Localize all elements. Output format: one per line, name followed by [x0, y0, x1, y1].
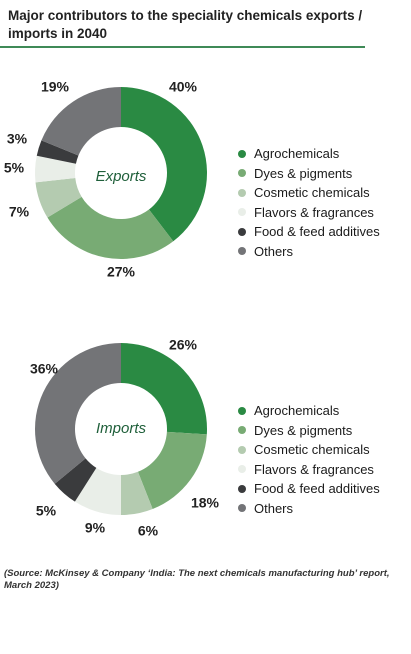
slice-percent-label: 5%	[36, 503, 57, 519]
legend-swatch-icon	[238, 445, 246, 454]
slice-percent-label: 9%	[85, 520, 106, 536]
legend-item: Flavors & fragrances	[238, 460, 380, 480]
legend-swatch-icon	[238, 426, 246, 435]
slice-percent-label: 40%	[169, 79, 198, 95]
donut-slice-others	[41, 87, 121, 156]
donut-slice-cosmetic-chemicals	[35, 177, 82, 218]
legend-label: Food & feed additives	[254, 481, 380, 496]
legend-swatch-icon	[238, 465, 246, 474]
donut-slice-dyes-pigments	[47, 196, 174, 259]
legend-item: Agrochemicals	[238, 401, 380, 421]
slice-percent-label: 6%	[138, 523, 159, 539]
donut-slice-agrochemicals	[121, 87, 208, 242]
legend-swatch-icon	[238, 247, 246, 256]
legend-item: Others	[238, 242, 380, 262]
legend-label: Cosmetic chemicals	[254, 442, 370, 457]
exports-center-label: Exports	[96, 168, 147, 185]
legend-swatch-icon	[238, 504, 246, 513]
legend-item: Others	[238, 499, 380, 519]
source-note: (Source: McKinsey & Company ‘India: The …	[4, 568, 390, 591]
legend-item: Cosmetic chemicals	[238, 183, 380, 203]
legend-item: Dyes & pigments	[238, 421, 380, 441]
legend-swatch-icon	[238, 227, 246, 236]
donut-slice-food-feed-additives	[54, 458, 97, 502]
legend-label: Flavors & fragrances	[254, 461, 374, 477]
imports-donut-chart: Imports 26% 18% 6% 9% 5% 36%	[30, 337, 220, 539]
donut-slice-agrochemicals	[121, 343, 207, 435]
imports-center-label: Imports	[96, 420, 147, 437]
exports-donut-chart: Exports 40% 27% 7% 5% 3% 19%	[4, 79, 208, 280]
legend-label: Others	[254, 243, 294, 259]
slice-percent-label: 5%	[4, 160, 25, 176]
legend-label: Flavors & fragrances	[254, 204, 374, 220]
legend-label: Agrochemicals	[254, 403, 340, 418]
legend-item: Food & feed additives	[238, 479, 380, 499]
legend-swatch-icon	[238, 484, 246, 493]
legend-swatch-icon	[238, 406, 246, 415]
donut-slice-food-feed-additives	[36, 140, 79, 164]
legend-swatch-icon	[238, 149, 246, 158]
donut-slice-others	[34, 343, 121, 484]
legend-item: Agrochemicals	[238, 144, 380, 164]
legend-item: Food & feed additives	[238, 222, 380, 242]
slice-percent-label: 19%	[41, 79, 70, 95]
slice-percent-label: 26%	[169, 337, 198, 353]
exports-legend: Agrochemicals Dyes & pigments Cosmetic che…	[238, 144, 380, 261]
legend-swatch-icon	[238, 169, 246, 178]
legend-label: Agrochemicals	[254, 146, 340, 161]
slice-percent-label: 18%	[191, 495, 220, 511]
legend-label: Cosmetic chemicals	[254, 185, 370, 200]
slice-percent-label: 27%	[107, 264, 136, 280]
slice-percent-label: 7%	[9, 204, 30, 220]
legend-label: Others	[254, 500, 294, 516]
donut-slice-dyes-pigments	[137, 431, 207, 509]
slice-percent-label: 36%	[30, 361, 59, 377]
legend-label: Dyes & pigments	[254, 165, 353, 181]
legend-item: Flavors & fragrances	[238, 203, 380, 223]
donut-slice-flavors-fragrances	[34, 155, 76, 183]
legend-swatch-icon	[238, 208, 246, 217]
legend-item: Cosmetic chemicals	[238, 440, 380, 460]
donut-slice-flavors-fragrances	[74, 467, 121, 515]
legend-label: Food & feed additives	[254, 224, 380, 239]
chart-title: Major contributors to the speciality che…	[8, 8, 363, 41]
imports-legend: Agrochemicals Dyes & pigments Cosmetic che…	[238, 401, 380, 518]
legend-swatch-icon	[238, 188, 246, 197]
slice-percent-label: 3%	[7, 131, 28, 147]
legend-label: Dyes & pigments	[254, 422, 353, 438]
donut-slice-cosmetic-chemicals	[121, 471, 153, 515]
title-divider	[0, 46, 365, 48]
legend-item: Dyes & pigments	[238, 164, 380, 184]
